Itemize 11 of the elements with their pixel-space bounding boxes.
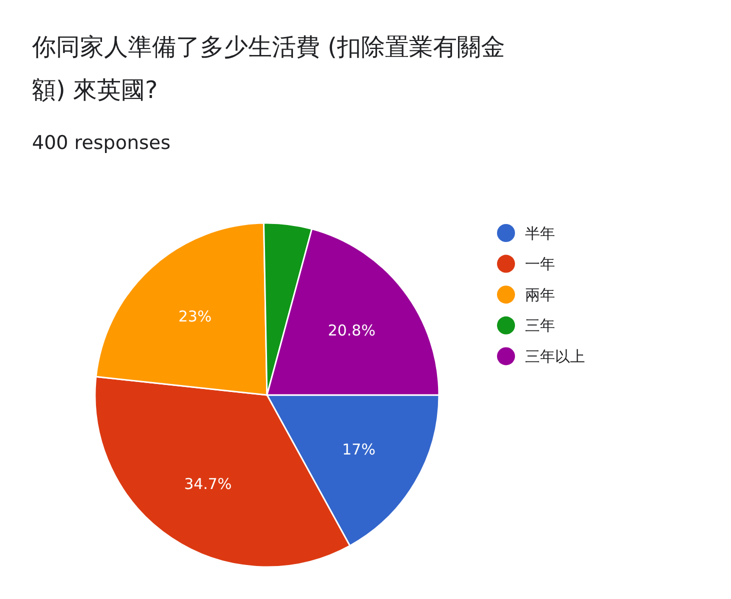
legend-label: 兩年 (525, 286, 555, 304)
legend-label: 三年 (525, 316, 555, 335)
data-label: 17% (342, 440, 376, 459)
legend-label: 三年以上 (525, 347, 585, 366)
legend-label: 一年 (525, 255, 555, 274)
data-label: 20.8% (328, 321, 376, 340)
data-label: 34.7% (184, 475, 232, 494)
chart-subtitle: 400 responses (32, 132, 171, 154)
chart-title: 你同家人準備了多少生活費 (扣除置業有關金額) 來英國? (31, 33, 505, 104)
data-label: 23% (178, 308, 212, 326)
legend-label: 半年 (525, 224, 555, 242)
